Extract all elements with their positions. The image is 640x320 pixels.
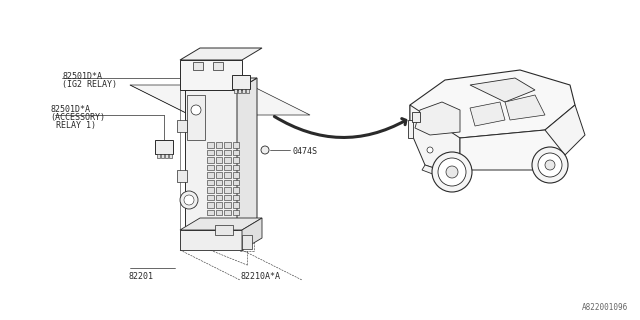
Bar: [224, 210, 230, 215]
Bar: [216, 142, 222, 148]
Bar: [224, 172, 230, 178]
Bar: [216, 210, 222, 215]
Bar: [232, 164, 239, 170]
Bar: [207, 187, 214, 193]
Text: (ACCESSORY): (ACCESSORY): [50, 113, 105, 122]
Bar: [224, 157, 230, 163]
Bar: [232, 157, 239, 163]
Polygon shape: [410, 70, 575, 138]
Polygon shape: [540, 105, 585, 155]
Bar: [207, 157, 214, 163]
Polygon shape: [422, 165, 462, 176]
Bar: [224, 202, 230, 207]
Polygon shape: [470, 102, 505, 126]
Bar: [213, 62, 223, 70]
Bar: [207, 210, 214, 215]
Bar: [238, 89, 241, 93]
Polygon shape: [242, 218, 262, 250]
Polygon shape: [185, 78, 257, 90]
Bar: [224, 164, 230, 170]
Text: 82201: 82201: [128, 272, 153, 281]
Bar: [193, 62, 203, 70]
Bar: [232, 172, 239, 178]
Bar: [216, 202, 222, 207]
Circle shape: [532, 147, 568, 183]
Bar: [207, 164, 214, 170]
Polygon shape: [185, 90, 237, 230]
Bar: [216, 195, 222, 200]
Bar: [412, 112, 420, 122]
Circle shape: [184, 195, 194, 205]
Polygon shape: [410, 105, 460, 170]
Bar: [224, 149, 230, 155]
Bar: [161, 154, 163, 158]
Bar: [242, 89, 244, 93]
Circle shape: [432, 152, 472, 192]
Bar: [169, 154, 172, 158]
Bar: [216, 149, 222, 155]
Bar: [207, 180, 214, 185]
Bar: [224, 195, 230, 200]
Text: 82501D*A: 82501D*A: [50, 105, 90, 114]
Bar: [216, 180, 222, 185]
Bar: [232, 195, 239, 200]
Circle shape: [446, 166, 458, 178]
Bar: [207, 172, 214, 178]
Bar: [187, 95, 205, 140]
Circle shape: [261, 146, 269, 154]
Circle shape: [191, 105, 201, 115]
Polygon shape: [180, 60, 242, 90]
Bar: [207, 142, 214, 148]
Circle shape: [427, 147, 433, 153]
Text: A822001096: A822001096: [582, 303, 628, 312]
Bar: [224, 142, 230, 148]
Text: 82210A*A: 82210A*A: [240, 272, 280, 281]
Bar: [165, 154, 168, 158]
Bar: [157, 154, 159, 158]
Bar: [232, 187, 239, 193]
Bar: [232, 202, 239, 207]
Bar: [224, 180, 230, 185]
Text: 0474S: 0474S: [292, 147, 317, 156]
Bar: [232, 149, 239, 155]
Bar: [224, 187, 230, 193]
Text: RELAY 1): RELAY 1): [56, 121, 96, 130]
Bar: [216, 187, 222, 193]
Bar: [215, 225, 233, 235]
Bar: [232, 142, 239, 148]
Polygon shape: [180, 218, 262, 230]
Text: (IG2 RELAY): (IG2 RELAY): [62, 80, 117, 89]
Polygon shape: [460, 130, 565, 170]
Polygon shape: [180, 230, 242, 250]
Bar: [177, 170, 187, 182]
Circle shape: [438, 158, 466, 186]
Polygon shape: [415, 102, 460, 135]
Polygon shape: [470, 78, 535, 102]
Bar: [234, 89, 237, 93]
Bar: [232, 180, 239, 185]
Bar: [177, 120, 187, 132]
Polygon shape: [237, 78, 257, 230]
Polygon shape: [505, 95, 545, 120]
Bar: [216, 164, 222, 170]
Bar: [232, 210, 239, 215]
Circle shape: [180, 191, 198, 209]
Bar: [155, 140, 173, 154]
Bar: [408, 120, 413, 138]
Bar: [207, 195, 214, 200]
Bar: [207, 149, 214, 155]
Circle shape: [545, 160, 555, 170]
Bar: [216, 172, 222, 178]
Polygon shape: [130, 85, 310, 115]
Polygon shape: [180, 48, 262, 60]
Bar: [207, 202, 214, 207]
Bar: [242, 235, 252, 249]
Circle shape: [538, 153, 562, 177]
Bar: [246, 89, 248, 93]
Bar: [232, 75, 250, 89]
Bar: [216, 157, 222, 163]
Text: 82501D*A: 82501D*A: [62, 72, 102, 81]
